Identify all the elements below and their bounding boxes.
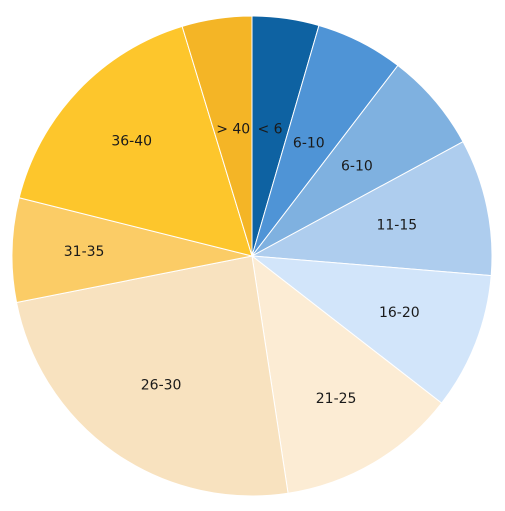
pie-labels: < 6 6-10 6-10 11-15 16-20 21-25 26-30 31-35 36-4… xyxy=(64,121,420,407)
pie-slice xyxy=(18,25,253,257)
pie-slice-label: 26-30 xyxy=(141,377,182,393)
pie-slice-label: > 40 xyxy=(216,121,250,137)
pie-slices xyxy=(11,15,493,497)
pie-slice xyxy=(250,141,493,277)
pie-slice xyxy=(11,197,253,304)
pie-slice xyxy=(251,254,443,494)
pie-slice-label: < 6 xyxy=(257,121,282,137)
pie-slice-label: 36-40 xyxy=(111,134,152,150)
pie-slice-label: 6-10 xyxy=(293,136,325,152)
pie-slice xyxy=(181,15,253,257)
pie-slice xyxy=(250,255,492,404)
pie-slice-label: 11-15 xyxy=(376,218,417,234)
pie-slice-label: 21-25 xyxy=(316,391,357,407)
pie-slice-label: 6-10 xyxy=(341,158,373,174)
pie-slice-label: 16-20 xyxy=(379,305,420,321)
pie-slice xyxy=(15,255,289,497)
pie-slice-label: 31-35 xyxy=(64,244,105,260)
